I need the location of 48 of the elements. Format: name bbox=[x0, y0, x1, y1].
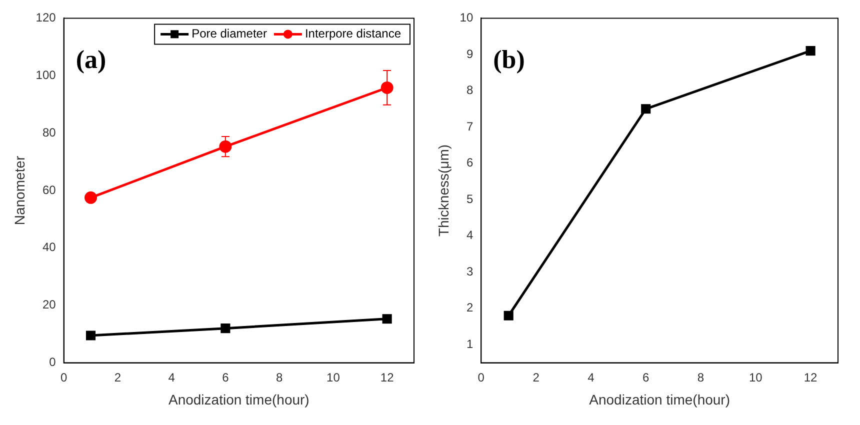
y-tick-label: 9 bbox=[466, 46, 474, 61]
y-tick-label: 10 bbox=[460, 10, 474, 25]
x-tick-label: 10 bbox=[326, 370, 340, 384]
x-axis-title: Anodization time(hour) bbox=[168, 391, 310, 408]
annotation: (a) bbox=[76, 44, 106, 74]
y-tick-label: 0 bbox=[49, 355, 56, 370]
x-tick-label: 8 bbox=[697, 370, 704, 384]
x-tick-label: 12 bbox=[804, 370, 818, 384]
point bbox=[382, 314, 392, 324]
legend-label: Pore diameter bbox=[192, 26, 267, 41]
x-tick-label: 4 bbox=[168, 370, 176, 384]
x-axis-title: Anodization time(hour) bbox=[589, 391, 730, 408]
annotation: (b) bbox=[493, 44, 525, 74]
y-tick-label: 80 bbox=[42, 125, 56, 140]
x-tick-label: 0 bbox=[60, 370, 68, 384]
x-tick-label: 6 bbox=[642, 370, 650, 384]
y-tick-label: 1 bbox=[466, 336, 474, 351]
y-tick-label: 7 bbox=[466, 119, 474, 134]
x-tick-label: 0 bbox=[478, 370, 485, 384]
x-tick-label: 2 bbox=[532, 370, 540, 384]
x-tick-label: 12 bbox=[380, 370, 394, 384]
point bbox=[84, 191, 98, 204]
y-tick-label: 3 bbox=[466, 264, 474, 278]
y-tick-label: 4 bbox=[466, 228, 474, 242]
y-tick-label: 2 bbox=[466, 300, 474, 315]
legend-label: Interpore distance bbox=[304, 26, 402, 41]
point bbox=[504, 310, 514, 320]
point bbox=[86, 330, 96, 340]
y-tick-label: 40 bbox=[42, 240, 56, 254]
y-tick-label: 20 bbox=[42, 298, 56, 312]
y-tick-label: 8 bbox=[466, 83, 474, 98]
y-tick-label: 100 bbox=[36, 68, 56, 82]
x-tick-label: 4 bbox=[588, 370, 595, 384]
point bbox=[219, 140, 232, 153]
y-axis-title: Thickness(μm) bbox=[435, 144, 452, 237]
x-tick-label: 6 bbox=[222, 370, 230, 384]
y-tick-label: 120 bbox=[36, 10, 56, 25]
y-axis-title: Nanometer bbox=[11, 156, 28, 226]
y-tick-label: 6 bbox=[466, 156, 474, 170]
point bbox=[806, 46, 816, 56]
x-tick-label: 2 bbox=[114, 370, 122, 384]
y-tick-label: 5 bbox=[466, 192, 474, 206]
point bbox=[220, 324, 230, 334]
point bbox=[380, 81, 394, 94]
point bbox=[641, 104, 651, 114]
x-tick-label: 8 bbox=[276, 370, 283, 384]
y-tick-label: 60 bbox=[42, 182, 56, 197]
x-tick-label: 10 bbox=[748, 370, 763, 384]
